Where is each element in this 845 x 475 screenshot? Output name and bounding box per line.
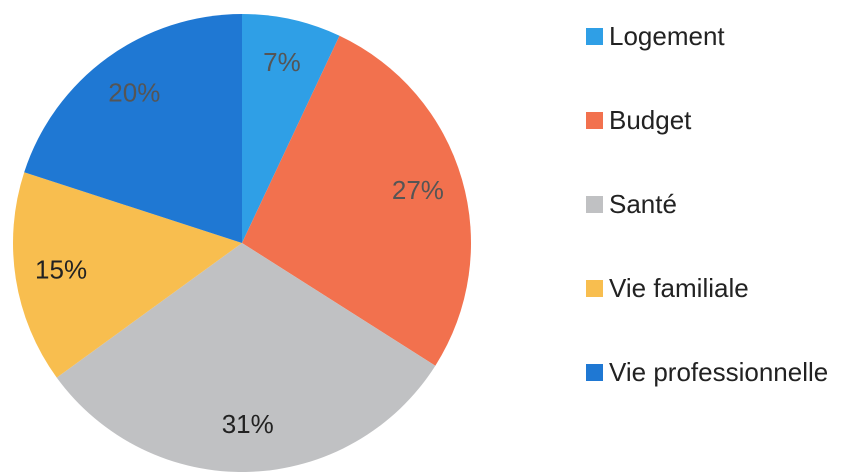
legend-swatch xyxy=(586,112,603,129)
legend-item: Vie professionnelle xyxy=(586,354,845,438)
data-label: 31% xyxy=(222,409,274,439)
legend-swatch xyxy=(586,28,603,45)
legend-item: Budget xyxy=(586,102,845,186)
pie-slice xyxy=(13,172,243,378)
data-label: 20% xyxy=(108,78,160,108)
legend-label: Budget xyxy=(609,105,692,135)
legend: Logement Budget Santé Vie familiale Vie prof… xyxy=(586,18,845,438)
pie-slice xyxy=(242,35,472,366)
data-label: 27% xyxy=(392,175,444,205)
legend-swatch xyxy=(586,280,603,297)
pie-slice xyxy=(24,14,243,243)
legend-label: Vie professionnelle xyxy=(609,357,829,387)
pie-slice xyxy=(56,243,436,473)
legend-label: Logement xyxy=(609,21,725,51)
legend-label: Vie familiale xyxy=(609,273,749,303)
pie-slice xyxy=(242,14,340,243)
data-label: 15% xyxy=(35,255,87,285)
pie-chart: 7% 27% 31% 15% 20% xyxy=(13,14,472,473)
legend-swatch xyxy=(586,196,603,213)
legend-item: Vie familiale xyxy=(586,270,845,354)
legend-item: Logement xyxy=(586,18,845,102)
legend-item: Santé xyxy=(586,186,845,270)
legend-label: Santé xyxy=(609,189,677,219)
legend-swatch xyxy=(586,364,603,381)
data-label: 7% xyxy=(263,47,301,77)
